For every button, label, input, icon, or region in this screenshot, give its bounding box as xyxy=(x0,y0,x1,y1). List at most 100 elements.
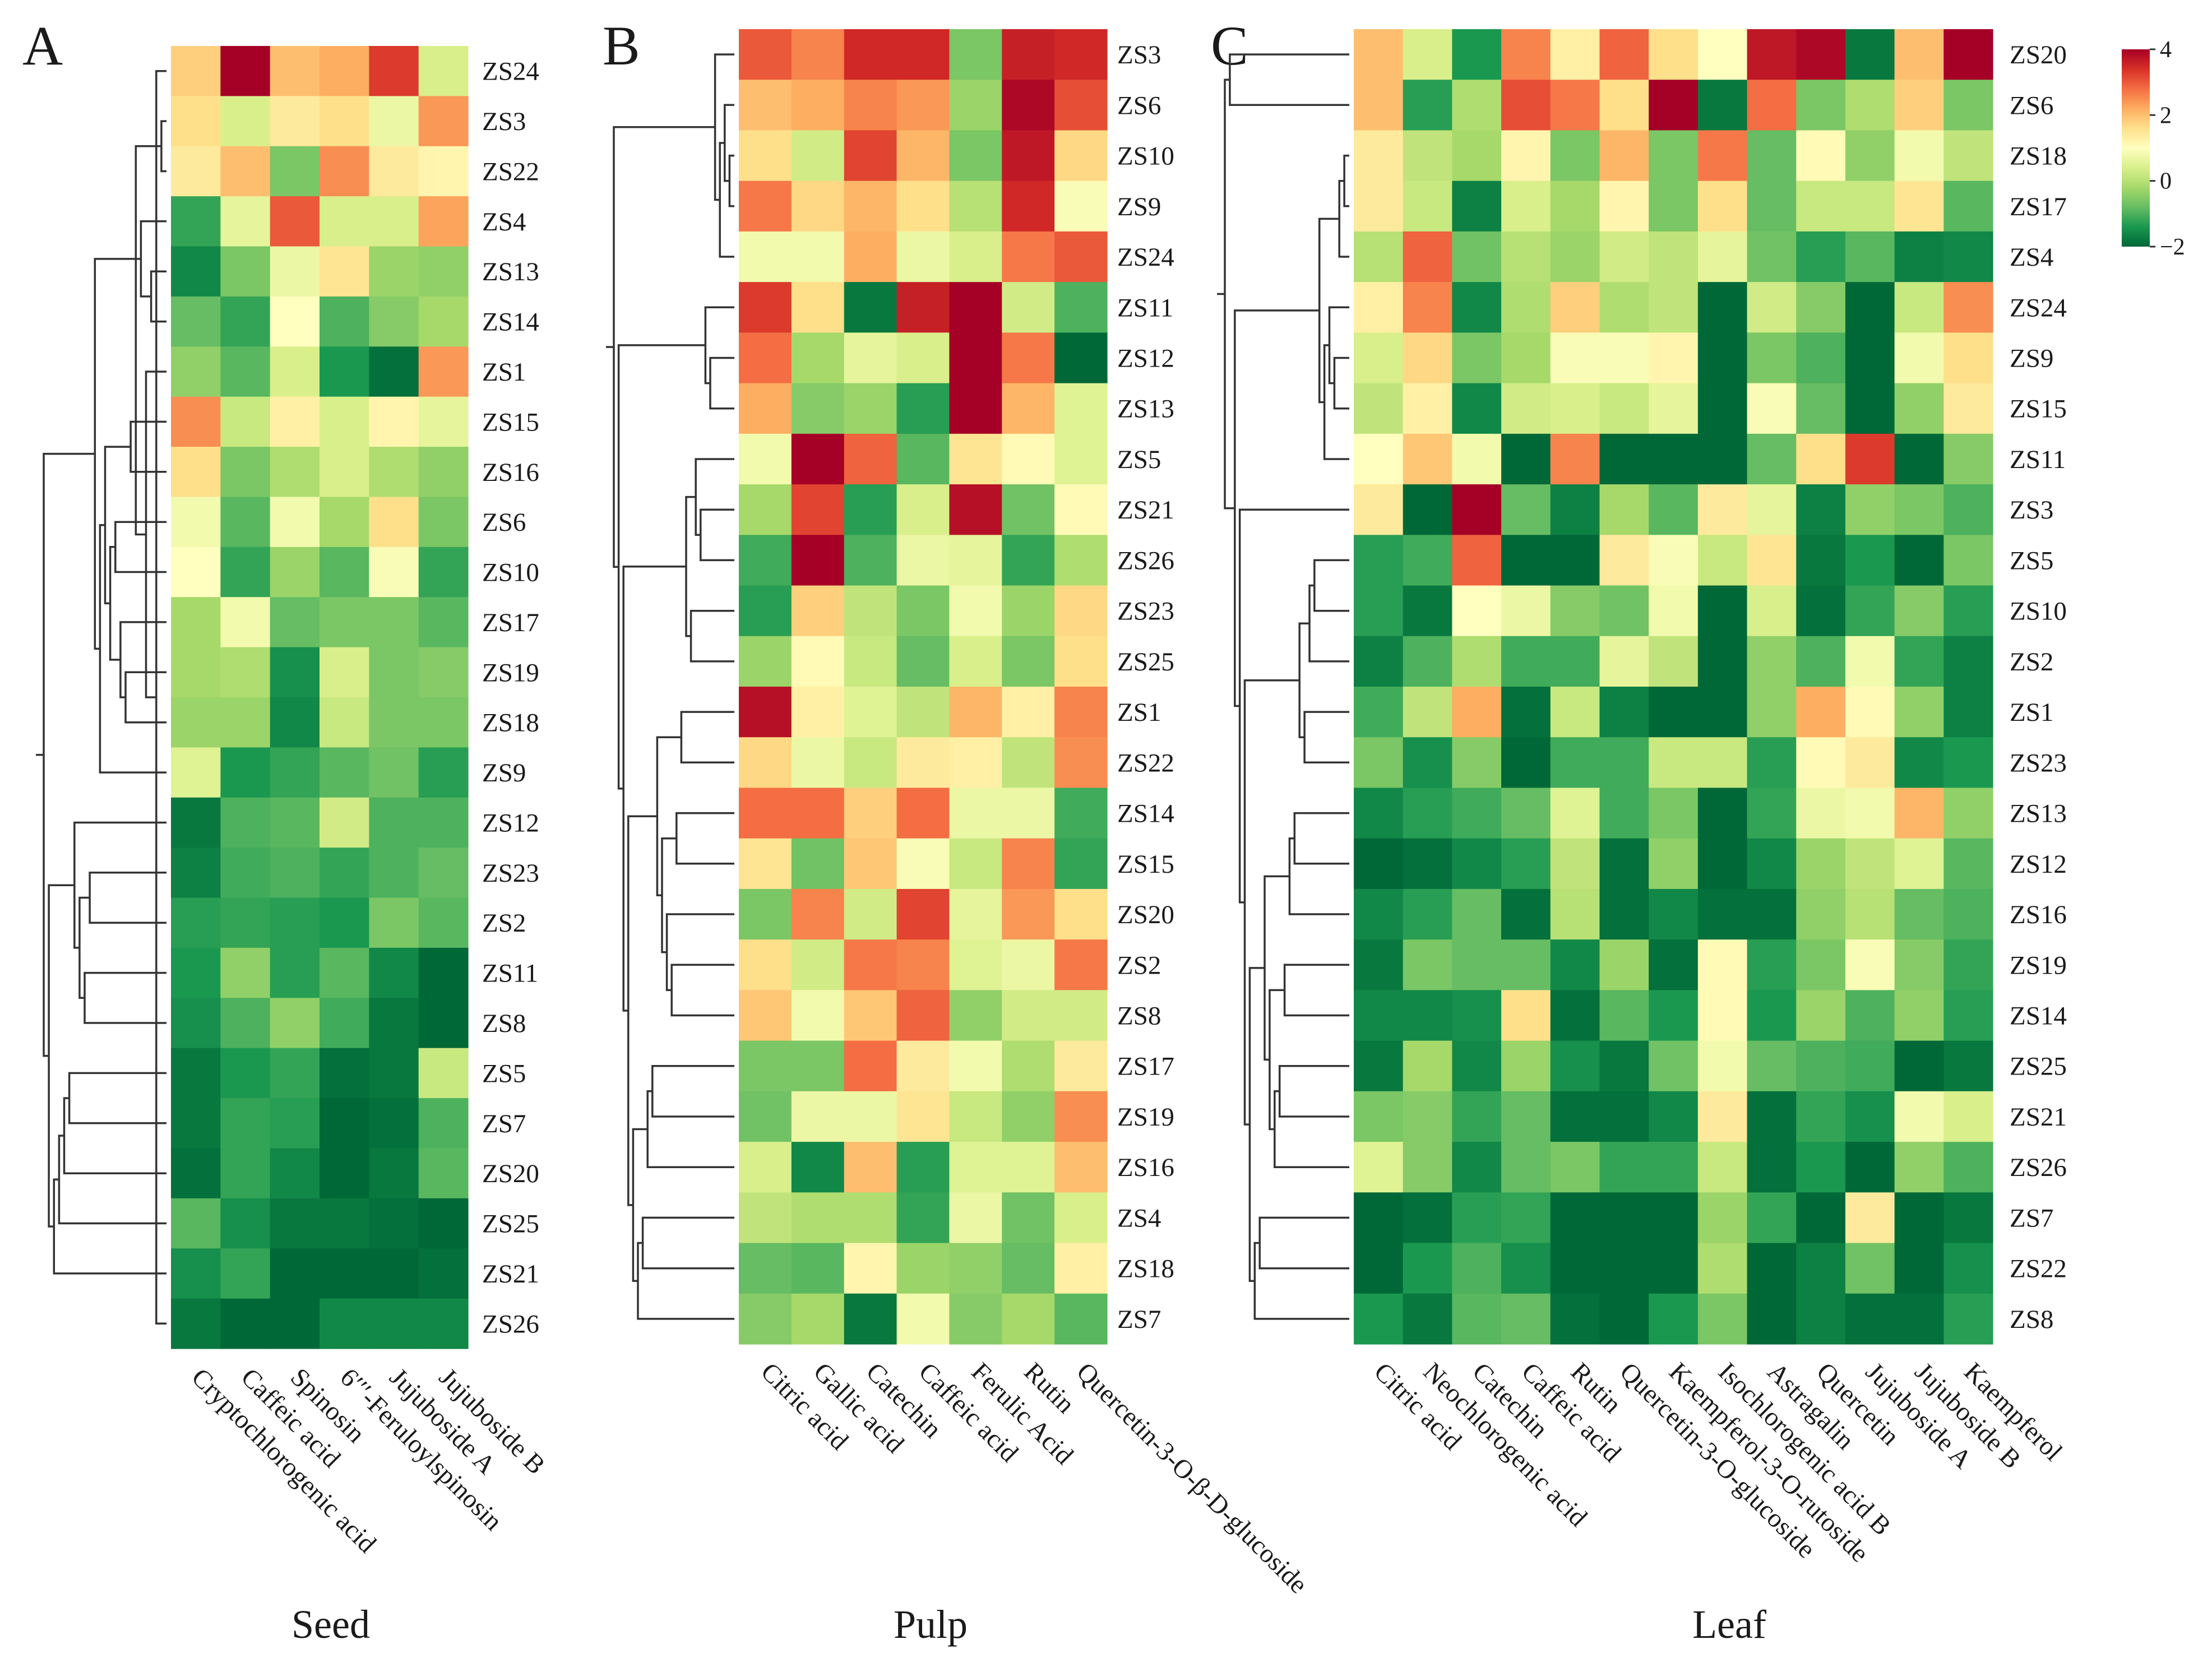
dendrogram-branch xyxy=(48,884,75,1228)
row-label: ZS13 xyxy=(2010,799,2067,828)
heatmap-cell xyxy=(1354,282,1404,333)
heatmap-cell xyxy=(1054,332,1108,384)
heatmap-cell xyxy=(220,897,271,948)
row-label: ZS18 xyxy=(2010,142,2067,171)
heatmap-cell xyxy=(220,96,271,147)
heatmap-cell xyxy=(1845,1293,1895,1345)
heatmap-cell xyxy=(1501,737,1551,789)
heatmap-cell xyxy=(1002,231,1055,283)
heatmap-cell xyxy=(1599,687,1649,738)
row-label: ZS2 xyxy=(482,909,526,938)
heatmap-cell xyxy=(844,838,897,890)
heatmap-cell xyxy=(320,597,369,648)
heatmap-cell xyxy=(270,1198,320,1249)
heatmap-cell xyxy=(270,447,320,498)
heatmap-cell xyxy=(1845,1192,1895,1244)
heatmap-cell xyxy=(171,747,221,798)
heatmap-cell xyxy=(844,433,897,485)
row-label: ZS22 xyxy=(2010,1254,2067,1284)
row-label: ZS8 xyxy=(482,1009,526,1038)
heatmap-cell xyxy=(1697,80,1748,131)
heatmap-cell xyxy=(1002,282,1055,333)
heatmap-cell xyxy=(1501,433,1551,485)
heatmap-cell xyxy=(1894,1142,1944,1193)
heatmap-cell xyxy=(1747,1142,1797,1193)
heatmap-cell xyxy=(270,597,320,648)
heatmap-cell xyxy=(896,687,950,738)
heatmap-cell xyxy=(1894,80,1944,131)
heatmap-cell xyxy=(1747,585,1797,637)
heatmap-cell xyxy=(1054,788,1108,839)
heatmap-cell xyxy=(1697,231,1748,283)
heatmap-cell xyxy=(171,396,221,447)
dendrogram-branch xyxy=(1278,1064,1349,1118)
dendrogram-branch xyxy=(1253,1242,1349,1320)
dendrogram-branch xyxy=(728,154,734,207)
dendrogram-branch xyxy=(1313,559,1349,612)
dendrogram-branch xyxy=(632,1128,648,1282)
heatmap-cell xyxy=(1697,838,1748,890)
heatmap-cell xyxy=(1943,535,1993,586)
heatmap-cell xyxy=(1845,1040,1895,1092)
heatmap-cell xyxy=(1796,1040,1846,1092)
heatmap-cell xyxy=(844,484,897,535)
heatmap-cell xyxy=(1403,939,1452,990)
row-label: ZS15 xyxy=(482,408,539,437)
heatmap-cell xyxy=(171,1098,221,1149)
heatmap-cell xyxy=(418,296,469,347)
heatmap-cell xyxy=(1894,231,1944,283)
heatmap-cell xyxy=(1845,1243,1895,1294)
heatmap-cell xyxy=(896,1040,950,1092)
heatmap-cell xyxy=(1796,231,1846,283)
heatmap-cell xyxy=(1796,687,1846,738)
heatmap-cell xyxy=(1697,687,1748,738)
heatmap-cell xyxy=(270,848,320,899)
heatmap-cell xyxy=(949,636,1002,687)
heatmap-cell xyxy=(844,888,897,940)
heatmap-cell xyxy=(739,1243,792,1294)
heatmap-cell xyxy=(1550,332,1600,384)
heatmap-cell xyxy=(418,747,469,798)
panel-title: Pulp xyxy=(894,1602,968,1647)
heatmap-cell xyxy=(418,146,469,197)
row-label: ZS16 xyxy=(2010,900,2067,929)
heatmap-cell xyxy=(1054,1142,1108,1193)
heatmap-cell xyxy=(1002,687,1055,738)
heatmap-cell xyxy=(270,246,320,297)
dendrogram-branch xyxy=(1293,812,1349,865)
heatmap-cell xyxy=(1747,130,1797,182)
column-label: Quercetin-3-O-β-D-glucoside xyxy=(1071,1357,1313,1599)
heatmap-cell xyxy=(949,585,1002,637)
heatmap-cell xyxy=(844,535,897,586)
dendrogram-branch xyxy=(140,220,166,298)
heatmap-cell xyxy=(220,196,271,247)
heatmap-cell xyxy=(1697,990,1748,1041)
heatmap-cell xyxy=(220,146,271,197)
heatmap-cell xyxy=(1747,282,1797,333)
heatmap-cell xyxy=(270,346,320,397)
heatmap-cell xyxy=(1403,433,1452,485)
heatmap-cell xyxy=(1354,990,1404,1041)
heatmap-cell xyxy=(1354,535,1404,586)
heatmap-cell xyxy=(1452,939,1502,990)
heatmap-cell xyxy=(1002,1243,1055,1294)
dendrogram-branch xyxy=(709,356,734,410)
dendrogram-branch xyxy=(1323,344,1349,460)
heatmap-cell xyxy=(1501,687,1551,738)
heatmap-cell xyxy=(220,46,271,96)
heatmap-cell xyxy=(418,46,469,96)
heatmap-cell xyxy=(1599,1192,1649,1244)
heatmap-cell xyxy=(1054,535,1108,586)
heatmap-cell xyxy=(791,1293,845,1345)
heatmap-cell xyxy=(791,180,845,232)
heatmap-cell xyxy=(369,1198,419,1249)
row-label: ZS15 xyxy=(1117,850,1174,879)
heatmap-cell xyxy=(270,797,320,848)
heatmap-cell xyxy=(1747,433,1797,485)
row-label: ZS23 xyxy=(482,859,539,888)
heatmap-cell xyxy=(1550,383,1600,434)
colorbar-gradient xyxy=(2122,49,2150,247)
heatmap-cell xyxy=(896,737,950,789)
heatmap-cell xyxy=(171,246,221,297)
heatmap-cell xyxy=(1649,535,1699,586)
